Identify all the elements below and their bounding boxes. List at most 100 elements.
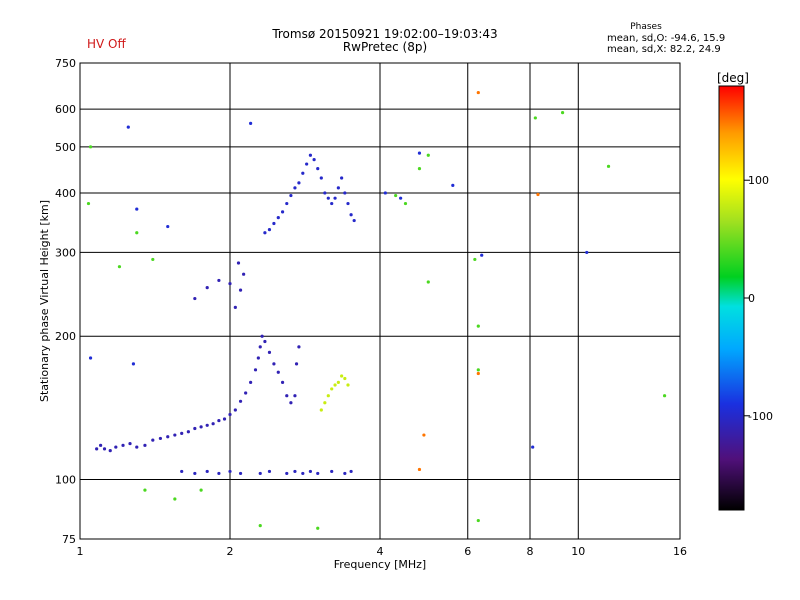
data-point — [193, 296, 197, 301]
x-tick-label: 4 — [377, 545, 384, 558]
data-point — [285, 394, 289, 398]
data-point — [323, 401, 327, 405]
colorbar-tick-label: -100 — [748, 410, 773, 423]
data-point — [151, 438, 155, 442]
data-point — [258, 471, 262, 476]
data-point — [217, 418, 221, 423]
data-point — [238, 399, 243, 403]
data-point — [403, 201, 408, 206]
y-tick-label: 300 — [55, 246, 76, 259]
data-point — [352, 218, 356, 223]
data-point — [330, 387, 334, 391]
data-point — [238, 471, 243, 476]
data-point — [128, 441, 132, 446]
data-point — [276, 370, 280, 374]
data-point — [285, 201, 289, 206]
data-point — [333, 383, 337, 387]
data-point — [222, 417, 227, 421]
data-point — [180, 431, 184, 435]
data-point — [340, 374, 344, 378]
data-point — [228, 412, 232, 417]
data-point — [205, 469, 209, 474]
data-point — [267, 228, 272, 232]
data-point — [316, 471, 320, 476]
data-point — [244, 391, 248, 395]
data-point — [399, 196, 403, 200]
data-point — [135, 445, 139, 449]
data-point — [330, 469, 334, 474]
x-tick-label: 8 — [527, 545, 534, 558]
data-point — [336, 380, 340, 384]
y-axis-label: Stationary phase Virtual Height [km] — [38, 200, 51, 402]
x-tick-label: 16 — [673, 545, 687, 558]
data-point — [280, 380, 285, 384]
data-point — [319, 176, 323, 180]
y-tick-label: 200 — [55, 330, 76, 343]
data-point — [166, 435, 170, 439]
data-point — [233, 408, 237, 412]
data-point — [301, 471, 305, 476]
data-point — [476, 90, 480, 95]
data-point — [289, 401, 293, 405]
data-point — [333, 196, 337, 200]
data-point — [533, 116, 537, 120]
data-point — [199, 425, 203, 429]
data-point — [193, 426, 197, 431]
data-point — [343, 376, 347, 381]
data-point — [293, 394, 297, 398]
data-point — [343, 191, 347, 195]
data-point — [476, 324, 480, 328]
y-tick-label: 400 — [55, 187, 76, 200]
data-point — [272, 221, 276, 226]
x-tick-label: 2 — [227, 545, 234, 558]
data-point — [143, 488, 147, 492]
data-point — [233, 305, 237, 309]
data-point — [228, 281, 232, 286]
data-point — [349, 469, 353, 474]
data-point — [236, 261, 241, 265]
x-tick-label: 10 — [571, 545, 585, 558]
data-point — [217, 471, 221, 476]
data-point — [95, 447, 99, 451]
data-point — [426, 280, 430, 284]
chart-title-line2: RwPretec (8p) — [342, 40, 428, 54]
colorbar-ticks: 100 0 -100 — [744, 174, 773, 423]
data-point — [205, 423, 209, 427]
data-point — [473, 257, 477, 262]
data-point — [560, 111, 565, 115]
data-point — [205, 286, 209, 290]
plot-frame — [79, 62, 681, 540]
data-point — [301, 171, 305, 175]
data-point — [267, 350, 272, 354]
data-point — [88, 145, 93, 149]
data-point — [249, 121, 253, 125]
y-tick-label: 75 — [62, 533, 76, 546]
data-point — [263, 231, 267, 235]
data-point — [319, 408, 323, 412]
data-point — [531, 445, 535, 449]
data-point — [422, 433, 426, 437]
data-point — [88, 356, 93, 360]
data-point — [121, 443, 125, 447]
data-point — [193, 471, 197, 476]
data-point — [258, 345, 262, 349]
y-tick-labels: 75 100 200 300 400 500 600 750 — [55, 57, 76, 546]
grid-lines — [80, 63, 680, 539]
data-point — [280, 210, 285, 214]
data-point — [267, 469, 272, 474]
data-points — [86, 90, 667, 530]
data-point — [99, 443, 103, 447]
data-point — [228, 469, 232, 474]
data-point — [186, 430, 190, 434]
data-point — [285, 471, 289, 476]
data-point — [126, 125, 130, 129]
x-tick-labels: 1 2 4 6 8 10 16 — [77, 545, 688, 558]
data-point — [476, 368, 480, 372]
data-point — [340, 176, 344, 180]
data-point — [308, 469, 313, 474]
data-point — [86, 201, 91, 206]
data-point — [238, 288, 243, 292]
data-point — [166, 224, 170, 229]
data-point — [135, 207, 139, 211]
data-point — [346, 383, 350, 387]
